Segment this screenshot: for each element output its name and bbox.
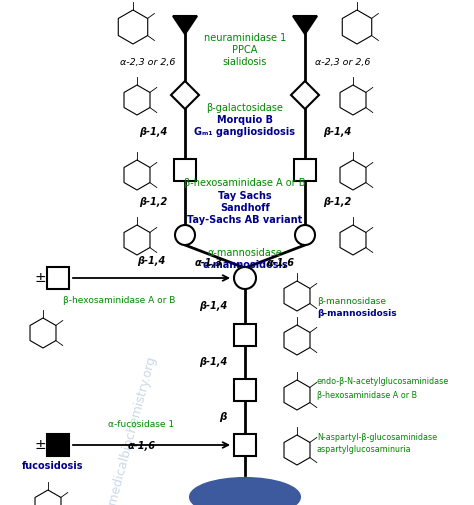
Text: β-1,4: β-1,4	[139, 127, 167, 137]
Text: β-1,4: β-1,4	[137, 256, 165, 266]
Polygon shape	[124, 85, 150, 115]
Polygon shape	[124, 225, 150, 255]
Text: α-2,3 or 2,6: α-2,3 or 2,6	[119, 58, 175, 67]
Text: Sandhoff: Sandhoff	[220, 203, 270, 213]
Text: aspartylglucosaminuria: aspartylglucosaminuria	[317, 445, 411, 455]
Text: neuraminidase 1: neuraminidase 1	[204, 33, 286, 43]
Polygon shape	[234, 324, 256, 346]
Polygon shape	[35, 490, 61, 505]
Text: Gₘ₁ gangliosidosis: Gₘ₁ gangliosidosis	[194, 127, 295, 137]
Polygon shape	[342, 10, 372, 44]
Polygon shape	[234, 434, 256, 456]
Text: β-1,4: β-1,4	[199, 301, 227, 311]
Circle shape	[234, 267, 256, 289]
Text: β-hexosaminidase A or B: β-hexosaminidase A or B	[63, 296, 175, 305]
Text: sialidosis: sialidosis	[223, 57, 267, 67]
Text: α-2,3 or 2,6: α-2,3 or 2,6	[315, 58, 370, 67]
Text: β-hexosaminidase A or B: β-hexosaminidase A or B	[184, 178, 306, 188]
Text: β: β	[219, 412, 227, 422]
Circle shape	[175, 225, 195, 245]
Text: α-1,6: α-1,6	[128, 441, 155, 451]
Polygon shape	[234, 379, 256, 401]
Text: β-1,2: β-1,2	[139, 197, 167, 207]
Text: fucosidosis: fucosidosis	[22, 461, 84, 471]
Polygon shape	[30, 318, 56, 348]
Text: Tay Sachs: Tay Sachs	[218, 191, 272, 201]
Text: β-1,2: β-1,2	[323, 197, 351, 207]
Text: β-mannosidosis: β-mannosidosis	[317, 310, 397, 319]
Polygon shape	[291, 81, 319, 109]
Text: PPCA: PPCA	[232, 45, 258, 55]
Polygon shape	[284, 380, 310, 410]
Text: α-1,3: α-1,3	[195, 258, 223, 268]
Ellipse shape	[190, 478, 300, 505]
Polygon shape	[293, 16, 317, 34]
Polygon shape	[340, 225, 366, 255]
Text: endo-β-N-acetylglucosaminidase: endo-β-N-acetylglucosaminidase	[317, 378, 449, 386]
Text: α-fucosidase 1: α-fucosidase 1	[109, 420, 174, 429]
Polygon shape	[284, 435, 310, 465]
Polygon shape	[171, 81, 199, 109]
Polygon shape	[294, 159, 316, 181]
Text: β-1,4: β-1,4	[199, 357, 227, 367]
Text: α-mannosidase: α-mannosidase	[208, 248, 283, 258]
Text: themedicalbiochemistry.org: themedicalbiochemistry.org	[101, 355, 159, 505]
Polygon shape	[124, 160, 150, 190]
Polygon shape	[284, 325, 310, 355]
Polygon shape	[340, 160, 366, 190]
Polygon shape	[118, 10, 148, 44]
Text: β-1,4: β-1,4	[323, 127, 351, 137]
Text: Tay-Sachs AB variant: Tay-Sachs AB variant	[187, 215, 302, 225]
Polygon shape	[173, 16, 197, 34]
Polygon shape	[340, 85, 366, 115]
Text: β-mannosidase: β-mannosidase	[317, 296, 386, 306]
Text: α-1,6: α-1,6	[267, 258, 295, 268]
Text: β-galactosidase: β-galactosidase	[207, 103, 283, 113]
Text: ±: ±	[34, 438, 46, 452]
Polygon shape	[284, 281, 310, 311]
Polygon shape	[174, 159, 196, 181]
Text: ±: ±	[34, 271, 46, 285]
Text: β-hexosaminidase A or B: β-hexosaminidase A or B	[317, 390, 417, 399]
Circle shape	[295, 225, 315, 245]
Text: Morquio B: Morquio B	[217, 115, 273, 125]
Polygon shape	[47, 267, 69, 289]
Polygon shape	[47, 434, 69, 456]
Text: N-aspartyl-β-glucosaminidase: N-aspartyl-β-glucosaminidase	[317, 432, 437, 441]
Text: α-mannosidosis: α-mannosidosis	[202, 260, 288, 270]
